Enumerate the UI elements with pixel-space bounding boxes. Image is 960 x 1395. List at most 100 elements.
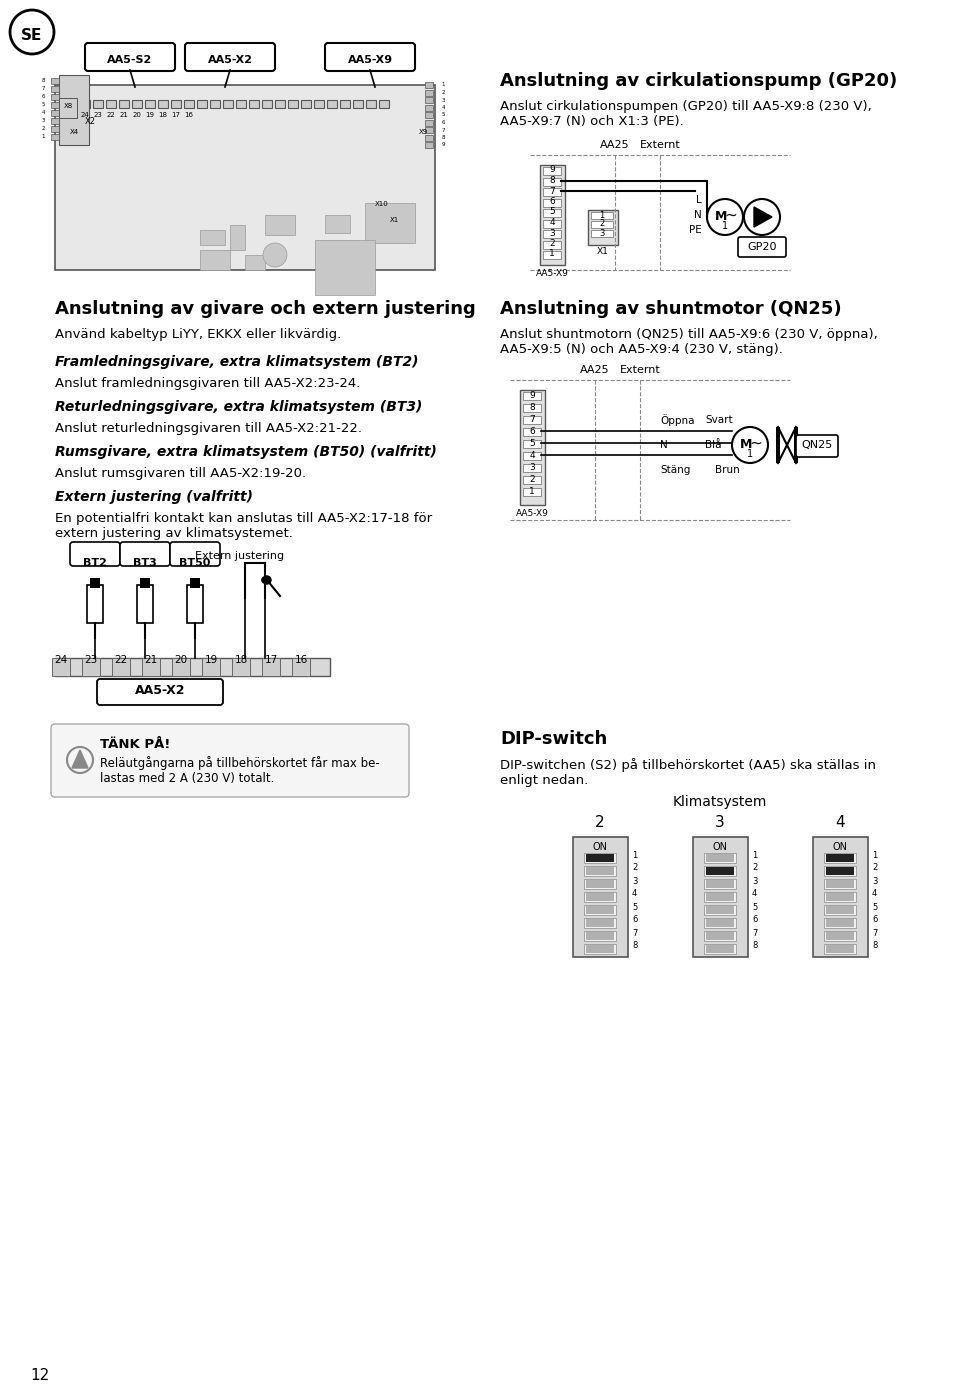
Bar	[55, 658, 330, 677]
Bar	[584, 891, 616, 903]
Text: 4: 4	[529, 451, 535, 459]
Text: 6: 6	[529, 427, 535, 435]
Bar	[236, 100, 246, 107]
Bar	[145, 100, 155, 107]
Text: Anslut cirkulationspumpen (GP20) till AA5-X9:8 (230 V),
AA5-X9:7 (N) och X1:3 (P: Anslut cirkulationspumpen (GP20) till AA…	[500, 100, 872, 128]
Text: 1: 1	[747, 449, 753, 459]
Text: 7: 7	[41, 86, 45, 92]
Text: X9: X9	[419, 128, 428, 135]
Text: 3: 3	[715, 815, 725, 830]
FancyBboxPatch shape	[59, 75, 89, 145]
Polygon shape	[72, 751, 88, 769]
Text: 5: 5	[442, 113, 445, 117]
Text: PE: PE	[689, 225, 702, 234]
FancyBboxPatch shape	[588, 211, 618, 246]
Text: ~: ~	[750, 435, 762, 451]
Bar	[706, 944, 734, 953]
Bar	[523, 476, 541, 484]
FancyBboxPatch shape	[540, 165, 565, 265]
Text: 2: 2	[599, 219, 605, 229]
Bar	[425, 120, 433, 126]
Text: 6: 6	[752, 915, 757, 925]
Bar	[365, 204, 415, 243]
Text: Returledningsgivare, extra klimatsystem (BT3): Returledningsgivare, extra klimatsystem …	[55, 400, 422, 414]
Text: lastas med 2 A (230 V) totalt.: lastas med 2 A (230 V) totalt.	[100, 771, 275, 785]
Bar	[543, 209, 561, 218]
Text: 6: 6	[442, 120, 445, 126]
Text: 6: 6	[872, 915, 877, 925]
Text: Anslut framledningsgivaren till AA5-X2:23-24.: Anslut framledningsgivaren till AA5-X2:2…	[55, 377, 360, 391]
Bar	[425, 89, 433, 95]
Text: 2: 2	[529, 474, 535, 484]
Text: 17: 17	[264, 656, 277, 665]
Text: AA25: AA25	[600, 140, 630, 151]
Bar	[425, 105, 433, 110]
Text: Externt: Externt	[639, 140, 681, 151]
Circle shape	[67, 746, 93, 773]
Text: 8: 8	[632, 942, 637, 950]
Bar	[87, 585, 103, 624]
Bar	[826, 932, 854, 940]
Bar	[52, 658, 70, 677]
Text: 24: 24	[81, 112, 89, 119]
Text: BT2: BT2	[84, 558, 107, 568]
Circle shape	[707, 199, 743, 234]
Text: 2: 2	[442, 91, 445, 95]
Text: AA5-X9: AA5-X9	[516, 509, 548, 518]
Text: 1: 1	[549, 250, 555, 258]
Bar	[586, 868, 614, 875]
Bar	[826, 854, 854, 862]
Text: 1: 1	[442, 82, 445, 88]
Text: X1: X1	[597, 247, 609, 257]
Bar	[171, 100, 181, 107]
Bar	[584, 930, 616, 942]
Bar	[543, 230, 561, 239]
Text: 5: 5	[41, 102, 45, 107]
Text: AA5-X2: AA5-X2	[207, 54, 252, 66]
Bar	[197, 100, 207, 107]
Bar	[591, 220, 613, 227]
Bar	[172, 658, 190, 677]
Bar	[543, 240, 561, 248]
Bar	[586, 880, 614, 889]
Text: X2: X2	[85, 117, 96, 127]
Text: Rumsgivare, extra klimatsystem (BT50) (valfritt): Rumsgivare, extra klimatsystem (BT50) (v…	[55, 445, 437, 459]
Bar	[245, 255, 265, 271]
Circle shape	[263, 243, 287, 266]
Bar	[826, 905, 854, 914]
Text: Använd kabeltyp LiYY, EKKX eller likvärdig.: Använd kabeltyp LiYY, EKKX eller likvärd…	[55, 328, 341, 340]
Text: 3: 3	[529, 463, 535, 472]
Bar	[51, 119, 59, 124]
Bar	[210, 100, 220, 107]
Bar	[425, 134, 433, 141]
Text: 22: 22	[114, 656, 128, 665]
Text: 1: 1	[722, 220, 728, 232]
Text: Extern justering (valfritt): Extern justering (valfritt)	[55, 490, 253, 504]
Bar	[142, 658, 160, 677]
Text: 7: 7	[872, 929, 877, 937]
Text: 1: 1	[752, 851, 757, 859]
Bar	[586, 919, 614, 928]
Text: 3: 3	[41, 119, 45, 124]
Bar	[704, 905, 736, 915]
Text: TÄNK PÅ!: TÄNK PÅ!	[100, 738, 170, 751]
Bar	[51, 134, 59, 140]
Bar	[704, 852, 736, 864]
Text: 4: 4	[835, 815, 845, 830]
Bar	[824, 891, 856, 903]
Text: 5: 5	[752, 903, 757, 911]
Bar	[249, 100, 259, 107]
Bar	[51, 86, 59, 92]
Bar	[119, 100, 129, 107]
Bar	[523, 452, 541, 460]
Bar	[584, 879, 616, 889]
FancyBboxPatch shape	[738, 237, 786, 257]
Text: 4: 4	[442, 105, 445, 110]
Text: 4: 4	[632, 890, 637, 898]
Text: 1: 1	[599, 211, 605, 219]
Text: 5: 5	[872, 903, 877, 911]
Text: Anslut rumsgivaren till AA5-X2:19-20.: Anslut rumsgivaren till AA5-X2:19-20.	[55, 467, 306, 480]
Text: Blå: Blå	[705, 439, 722, 451]
Bar	[586, 932, 614, 940]
Bar	[187, 585, 203, 624]
